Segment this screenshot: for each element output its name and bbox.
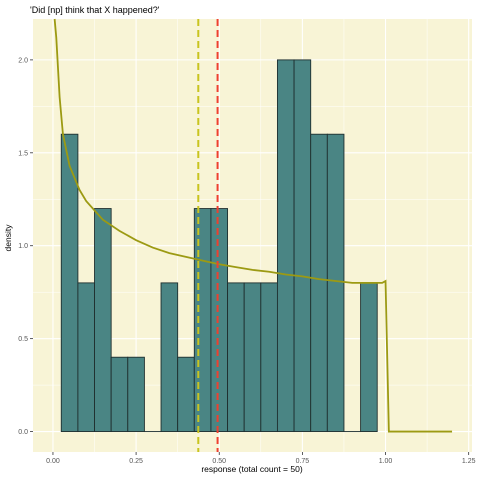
histogram-bar: [243, 282, 262, 433]
histogram-bar: [193, 208, 212, 433]
histogram-bar: [293, 59, 312, 433]
y-axis: 0.0 0.5 1.0 1.5 2.0: [18, 57, 33, 436]
histogram-bar: [94, 208, 112, 433]
chart-title: 'Did [np] think that X happened?': [30, 5, 160, 15]
x-tick-label: 0.75: [296, 458, 310, 465]
histogram-bar: [177, 356, 195, 433]
histogram-bar: [110, 356, 129, 433]
y-tick-label: 1.0: [18, 243, 28, 250]
histogram-bar: [127, 356, 145, 433]
y-tick-label: 0.0: [18, 429, 28, 436]
histogram-bar: [360, 282, 378, 433]
y-tick-label: 0.5: [18, 336, 28, 343]
histogram-bar: [160, 282, 179, 433]
histogram-bar: [326, 133, 345, 433]
x-axis: 0.00 0.25 0.50 0.75 1.00 1.25: [46, 452, 476, 465]
histogram-bar: [310, 133, 328, 433]
reference-lines: [197, 19, 219, 452]
x-tick-label: 0.00: [46, 458, 60, 465]
histogram-bar: [77, 282, 95, 433]
x-tick-label: 0.25: [129, 458, 143, 465]
density-curve: [53, 18, 453, 433]
x-tick-label: 0.50: [212, 458, 226, 465]
x-tick-label: 1.00: [379, 458, 393, 465]
y-tick-label: 1.5: [18, 150, 28, 157]
x-axis-label: response (total count = 50): [201, 464, 303, 474]
x-tick-label: 1.25: [462, 458, 476, 465]
histogram-bar: [260, 282, 278, 433]
y-tick-label: 2.0: [18, 57, 28, 64]
density-curve-layer: [53, 18, 453, 433]
y-axis-label: density: [3, 224, 13, 252]
histogram-bar: [227, 282, 245, 433]
histogram-bar: [210, 208, 229, 433]
histogram-bar: [276, 59, 295, 433]
